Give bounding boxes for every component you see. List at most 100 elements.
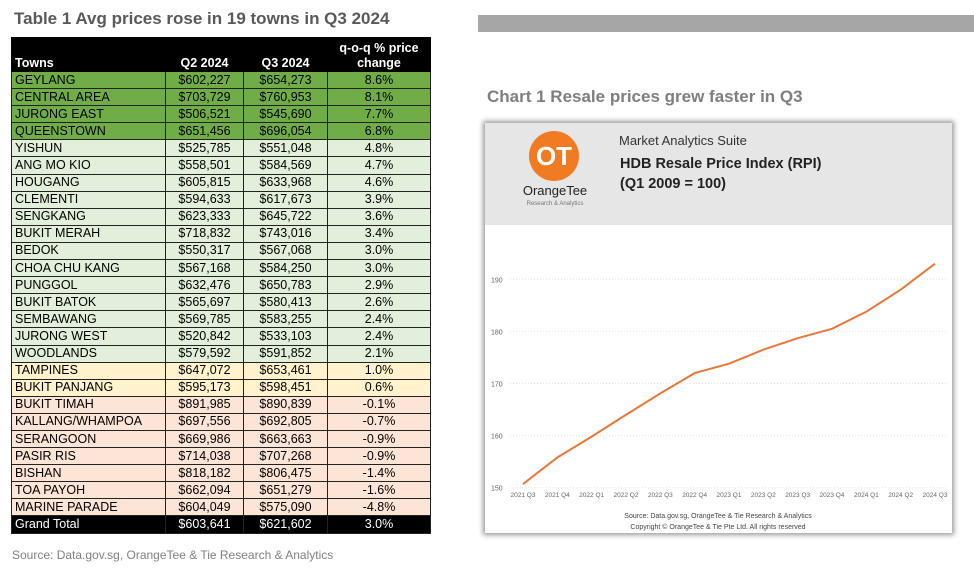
y-tick-label: 170: [491, 382, 503, 389]
table-row: CENTRAL AREA $703,729 $760,953 8.1%: [11, 88, 431, 107]
y-tick-label: 150: [491, 486, 503, 493]
cell-q3: $653,461: [243, 361, 328, 380]
cell-q2: $697,556: [165, 412, 244, 431]
cell-town: SENGKANG: [11, 207, 166, 226]
x-tick-label: 2024 Q1: [854, 492, 879, 499]
cell-change: 2.1%: [327, 344, 431, 363]
cell-q2: $662,094: [165, 481, 244, 500]
total-q2: $603,641: [165, 515, 244, 534]
cell-q3: $580,413: [243, 293, 328, 312]
total-q3: $621,602: [243, 515, 328, 534]
cell-change: -0.9%: [327, 447, 431, 466]
cell-change: 8.1%: [327, 88, 431, 107]
cell-town: HOUGANG: [11, 173, 166, 192]
cell-q3: $591,852: [243, 344, 328, 363]
table-row: BUKIT BATOK $565,697 $580,413 2.6%: [11, 293, 431, 312]
cell-q3: $545,690: [243, 105, 328, 124]
chart-title: Chart 1 Resale prices grew faster in Q3: [487, 87, 803, 106]
table-row: BISHAN $818,182 $806,475 -1.4%: [11, 464, 431, 483]
cell-change: -0.1%: [327, 395, 431, 414]
cell-q2: $651,456: [165, 122, 244, 141]
cell-q3: $633,968: [243, 173, 328, 192]
cell-q3: $551,048: [243, 139, 328, 158]
header-q3: Q3 2024: [243, 37, 328, 72]
cell-q2: $565,697: [165, 293, 244, 312]
cell-town: JURONG WEST: [11, 327, 166, 346]
x-tick-label: 2022 Q2: [614, 492, 639, 499]
table-row: SENGKANG $623,333 $645,722 3.6%: [11, 207, 431, 226]
cell-q3: $583,255: [243, 310, 328, 329]
cell-town: BUKIT BATOK: [11, 293, 166, 312]
cell-town: TAMPINES: [11, 361, 166, 380]
cell-town: BUKIT PANJANG: [11, 378, 166, 397]
cell-q2: $718,832: [165, 224, 244, 243]
table-row: MARINE PARADE $604,049 $575,090 -4.8%: [11, 498, 431, 517]
table-row: PUNGGOL $632,476 $650,783 2.9%: [11, 276, 431, 295]
cell-change: 3.4%: [327, 224, 431, 243]
table-row: TOA PAYOH $662,094 $651,279 -1.6%: [11, 481, 431, 500]
cell-q3: $584,569: [243, 156, 328, 175]
chart-heading-line2: (Q1 2009 = 100): [620, 176, 727, 192]
header-change: q-o-q % price change: [327, 37, 431, 72]
orangetee-logo-icon: OT: [529, 131, 579, 181]
cell-q3: $650,783: [243, 276, 328, 295]
chart-heading-line1: HDB Resale Price Index (RPI): [620, 156, 822, 172]
header-towns: Towns: [11, 37, 166, 72]
cell-change: 8.6%: [327, 70, 431, 90]
cell-change: 7.7%: [327, 105, 431, 124]
cell-q2: $579,592: [165, 344, 244, 363]
chart-panel: OT OrangeTee Research & Analytics Market…: [485, 123, 952, 533]
cell-change: 3.6%: [327, 207, 431, 226]
table-row: QUEENSTOWN $651,456 $696,054 6.8%: [11, 122, 431, 141]
cell-q3: $806,475: [243, 464, 328, 483]
cell-q3: $696,054: [243, 122, 328, 141]
cell-q2: $569,785: [165, 310, 244, 329]
cell-change: 6.8%: [327, 122, 431, 141]
x-tick-label: 2023 Q1: [717, 492, 742, 499]
cell-change: 2.6%: [327, 293, 431, 312]
cell-change: 2.4%: [327, 327, 431, 346]
cell-q3: $567,068: [243, 241, 328, 261]
table-row: PASIR RIS $714,038 $707,268 -0.9%: [11, 447, 431, 466]
cell-town: WOODLANDS: [11, 344, 166, 363]
cell-q3: $645,722: [243, 207, 328, 226]
cell-q2: $669,986: [165, 429, 244, 449]
table-row: SERANGOON $669,986 $663,663 -0.9%: [11, 429, 431, 449]
cell-change: -0.7%: [327, 412, 431, 431]
logo-name: OrangeTee: [522, 183, 588, 198]
cell-town: ANG MO KIO: [11, 156, 166, 175]
suite-label: Market Analytics Suite: [619, 133, 747, 148]
chart-heading: HDB Resale Price Index (RPI) (Q1 2009 = …: [620, 154, 821, 194]
cell-change: 4.8%: [327, 139, 431, 158]
x-tick-label: 2022 Q4: [682, 492, 707, 499]
chart-header: OT OrangeTee Research & Analytics Market…: [485, 123, 952, 225]
cell-change: 3.0%: [327, 241, 431, 261]
cell-town: PUNGGOL: [11, 276, 166, 295]
x-tick-label: 2023 Q2: [751, 492, 776, 499]
table-row: BEDOK $550,317 $567,068 3.0%: [11, 241, 431, 261]
cell-town: BISHAN: [11, 464, 166, 483]
logo-subtitle: Research & Analytics: [526, 201, 584, 207]
cell-q2: $525,785: [165, 139, 244, 158]
cell-q2: $595,173: [165, 378, 244, 397]
gray-banner: [478, 15, 974, 32]
x-tick-label: 2022 Q3: [648, 492, 673, 499]
cell-q3: $598,451: [243, 378, 328, 397]
x-tick-label: 2024 Q2: [888, 492, 913, 499]
total-label: Grand Total: [11, 515, 166, 534]
cell-change: 1.0%: [327, 361, 431, 380]
cell-town: GEYLANG: [11, 70, 166, 90]
x-tick-label: 2021 Q4: [545, 492, 570, 499]
table-row: HOUGANG $605,815 $633,968 4.6%: [11, 173, 431, 192]
cell-q3: $743,016: [243, 224, 328, 243]
cell-q2: $520,842: [165, 327, 244, 346]
cell-town: QUEENSTOWN: [11, 122, 166, 141]
cell-town: SEMBAWANG: [11, 310, 166, 329]
cell-town: BUKIT MERAH: [11, 224, 166, 243]
table-row: GEYLANG $602,227 $654,273 8.6%: [11, 70, 431, 90]
cell-q2: $703,729: [165, 88, 244, 107]
cell-q3: $584,250: [243, 259, 328, 278]
table-title: Table 1 Avg prices rose in 19 towns in Q…: [14, 9, 390, 28]
cell-q2: $558,501: [165, 156, 244, 175]
table-row: BUKIT PANJANG $595,173 $598,451 0.6%: [11, 378, 431, 397]
